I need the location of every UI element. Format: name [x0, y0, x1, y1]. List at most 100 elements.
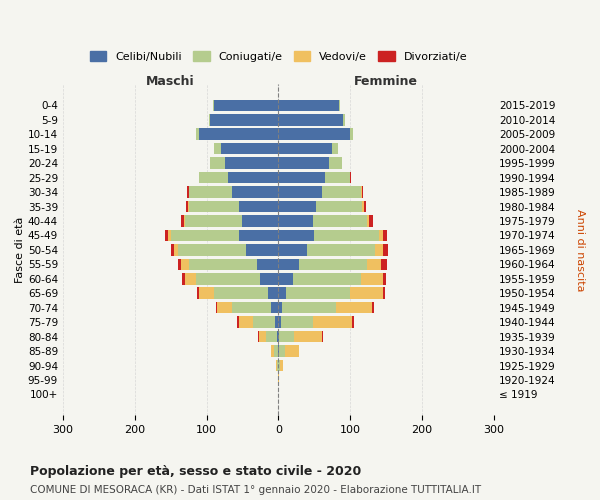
Bar [367, 215, 369, 227]
Bar [285, 346, 299, 357]
Bar [278, 172, 325, 184]
Bar [278, 346, 279, 357]
Bar [274, 346, 278, 357]
Bar [332, 143, 338, 154]
Bar [361, 273, 383, 284]
Bar [259, 331, 266, 342]
Bar [271, 302, 278, 314]
Bar [239, 200, 278, 212]
Bar [281, 316, 313, 328]
Bar [278, 186, 322, 198]
Bar [239, 230, 278, 241]
Bar [275, 360, 277, 372]
Bar [372, 302, 374, 314]
Bar [217, 302, 232, 314]
Bar [213, 100, 214, 111]
Bar [350, 128, 353, 140]
Text: Popolazione per età, sesso e stato civile - 2020: Popolazione per età, sesso e stato civil… [30, 465, 361, 478]
Bar [278, 200, 316, 212]
Bar [383, 288, 385, 299]
Bar [336, 302, 372, 314]
Bar [170, 244, 174, 256]
Bar [293, 331, 322, 342]
Bar [286, 288, 350, 299]
Bar [343, 114, 344, 126]
Bar [187, 186, 188, 198]
Bar [238, 316, 239, 328]
Bar [188, 200, 239, 212]
Bar [313, 316, 352, 328]
Bar [325, 172, 350, 184]
Bar [232, 302, 271, 314]
Bar [316, 200, 362, 212]
Bar [279, 346, 285, 357]
Bar [188, 186, 232, 198]
Bar [185, 273, 196, 284]
Y-axis label: Fasce di età: Fasce di età [15, 216, 25, 283]
Bar [199, 128, 278, 140]
Bar [257, 258, 278, 270]
Bar [214, 288, 268, 299]
Bar [246, 244, 278, 256]
Bar [182, 273, 185, 284]
Bar [299, 258, 367, 270]
Bar [314, 230, 379, 241]
Bar [379, 230, 383, 241]
Bar [279, 331, 293, 342]
Bar [214, 143, 221, 154]
Bar [239, 316, 253, 328]
Bar [271, 346, 274, 357]
Bar [165, 230, 169, 241]
Text: Maschi: Maschi [146, 75, 195, 88]
Bar [322, 331, 323, 342]
Bar [350, 288, 383, 299]
Bar [196, 273, 260, 284]
Bar [266, 331, 277, 342]
Bar [209, 114, 210, 126]
Bar [278, 158, 329, 169]
Bar [268, 288, 278, 299]
Bar [186, 200, 188, 212]
Bar [278, 244, 307, 256]
Y-axis label: Anni di nascita: Anni di nascita [575, 208, 585, 291]
Bar [181, 215, 184, 227]
Bar [210, 114, 278, 126]
Bar [199, 172, 228, 184]
Bar [278, 100, 340, 111]
Bar [278, 128, 350, 140]
Bar [282, 302, 336, 314]
Bar [362, 200, 364, 212]
Bar [210, 158, 224, 169]
Bar [253, 316, 275, 328]
Bar [181, 258, 188, 270]
Bar [293, 273, 361, 284]
Bar [381, 258, 387, 270]
Bar [362, 186, 363, 198]
Bar [228, 172, 278, 184]
Bar [364, 200, 366, 212]
Bar [221, 143, 278, 154]
Bar [278, 143, 332, 154]
Bar [216, 302, 217, 314]
Bar [260, 273, 278, 284]
Bar [383, 230, 387, 241]
Bar [352, 316, 354, 328]
Bar [278, 302, 282, 314]
Bar [196, 128, 199, 140]
Bar [275, 316, 278, 328]
Bar [313, 215, 367, 227]
Bar [367, 258, 381, 270]
Bar [199, 288, 214, 299]
Bar [232, 186, 278, 198]
Bar [329, 158, 341, 169]
Bar [184, 215, 185, 227]
Bar [169, 230, 170, 241]
Bar [322, 186, 361, 198]
Bar [307, 244, 376, 256]
Bar [174, 244, 178, 256]
Bar [369, 215, 373, 227]
Legend: Celibi/Nubili, Coniugati/e, Vedovi/e, Divorziati/e: Celibi/Nubili, Coniugati/e, Vedovi/e, Di… [85, 47, 472, 66]
Bar [278, 215, 313, 227]
Bar [185, 215, 242, 227]
Bar [278, 273, 293, 284]
